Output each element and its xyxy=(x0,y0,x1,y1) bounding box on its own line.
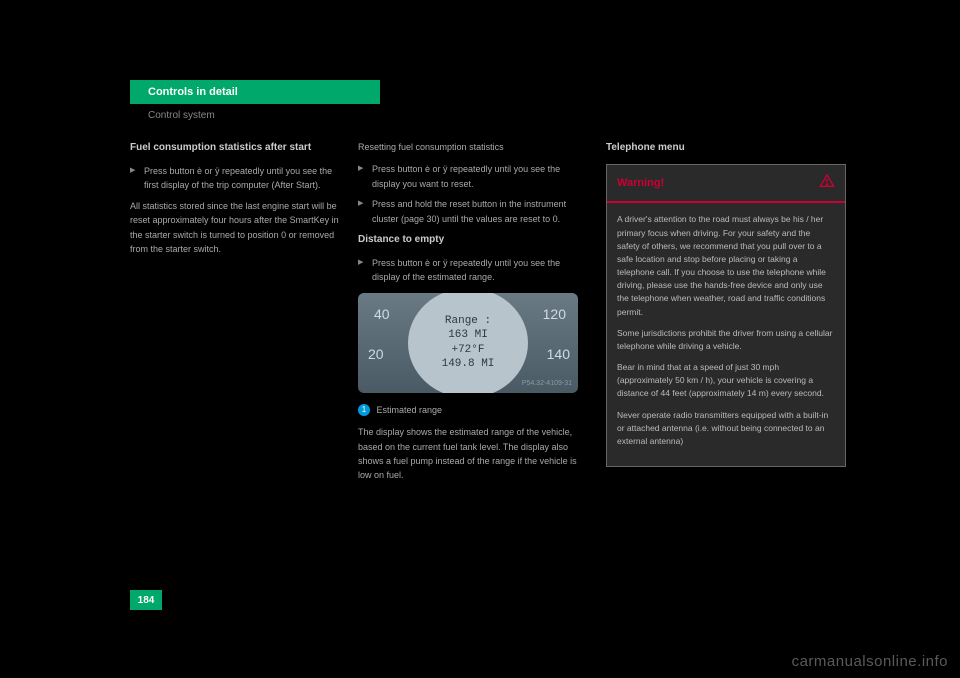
column-right: Telephone menu Warning! A driver's atten… xyxy=(606,140,846,491)
gauge-line-1: Range : xyxy=(445,314,491,328)
gauge-legend: 1 Estimated range xyxy=(358,403,588,417)
warning-body: A driver's attention to the road must al… xyxy=(607,203,845,466)
gauge-num-120: 120 xyxy=(543,303,566,325)
warning-p1: A driver's attention to the road must al… xyxy=(617,213,835,318)
warning-p3: Bear in mind that at a speed of just 30 … xyxy=(617,361,835,401)
header-title: Controls in detail xyxy=(148,86,238,98)
manual-page: Controls in detail Control system Fuel c… xyxy=(130,80,850,610)
watermark: carmanualsonline.info xyxy=(792,653,948,670)
gauge-num-140: 140 xyxy=(547,343,570,365)
header-bar: Controls in detail xyxy=(130,80,380,104)
left-bullet-1: Press button è or ÿ repeatedly until you… xyxy=(130,164,340,193)
warning-p2: Some jurisdictions prohibit the driver f… xyxy=(617,327,835,353)
legend-text: Estimated range xyxy=(377,405,443,415)
legend-dot-icon: 1 xyxy=(358,404,370,416)
mid-heading: Distance to empty xyxy=(358,232,588,248)
mid-bullet-1: Press button è or ÿ repeatedly until you… xyxy=(358,162,588,191)
page-number: 184 xyxy=(130,590,162,610)
left-heading: Fuel consumption statistics after start xyxy=(130,140,340,156)
mid-bullet-3: Press button è or ÿ repeatedly until you… xyxy=(358,256,588,285)
gauge-line-4: 149.8 MI xyxy=(442,357,495,371)
warning-title: Warning! xyxy=(617,175,664,193)
warning-icon xyxy=(819,173,835,195)
gauge-line-2: 163 MI xyxy=(448,328,488,342)
mid-bullet-2: Press and hold the reset button in the i… xyxy=(358,197,588,226)
right-heading: Telephone menu xyxy=(606,140,846,156)
gauge-center: Range : 163 MI +72°F 149.8 MI xyxy=(408,293,528,393)
warning-header: Warning! xyxy=(607,165,845,203)
column-middle: Resetting fuel consumption statistics Pr… xyxy=(358,140,588,491)
warning-box: Warning! A driver's attention to the roa… xyxy=(606,164,846,467)
left-note: All statistics stored since the last eng… xyxy=(130,199,340,257)
gauge-line-3: +72°F xyxy=(451,343,484,357)
mid-para1: Resetting fuel consumption statistics xyxy=(358,140,588,154)
gauge-num-20: 20 xyxy=(368,343,384,365)
column-left: Fuel consumption statistics after start … xyxy=(130,140,340,491)
gauge-id: P54.32-4109-31 xyxy=(522,378,572,389)
gauge-num-40: 40 xyxy=(374,303,390,325)
warning-p4: Never operate radio transmitters equippe… xyxy=(617,409,835,449)
gauge-display: 40 20 120 140 Range : 163 MI +72°F 149.8… xyxy=(358,293,578,393)
content-columns: Fuel consumption statistics after start … xyxy=(130,140,850,491)
mid-para2: The display shows the estimated range of… xyxy=(358,425,588,483)
header-subtitle: Control system xyxy=(148,110,215,121)
